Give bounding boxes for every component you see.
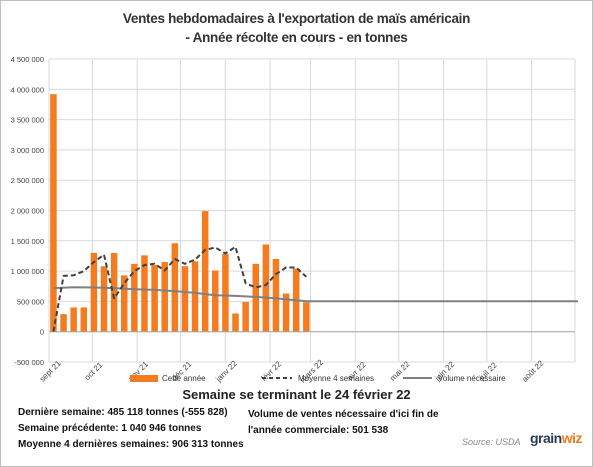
bar	[201, 211, 209, 332]
y-tick-label: 1 500 000	[11, 237, 44, 246]
bar	[191, 261, 199, 332]
y-tick-label: -500 000	[14, 358, 44, 367]
bar	[70, 307, 77, 332]
bar	[212, 270, 219, 332]
y-tick-label: 0	[40, 328, 44, 337]
stat-4-week-average: Moyenne 4 dernières semaines: 906 313 to…	[18, 439, 244, 450]
stat-volume-needed-line1: Volume de ventes nécessaire d'ici fin de	[248, 409, 439, 420]
bar	[121, 275, 128, 332]
bar	[242, 302, 249, 332]
bar	[282, 293, 290, 332]
stat-previous-week: Semaine précédente: 1 040 946 tonnes	[18, 423, 202, 434]
legend-label-moyenne-4-semaines: Moyenne 4 semaines	[298, 374, 374, 383]
series-line-volume-necessaire	[53, 286, 578, 303]
y-tick-label: 3 000 000	[11, 146, 44, 155]
bar	[60, 314, 67, 332]
legend-label-volume-necessaire: Volume nécessaire	[438, 374, 506, 383]
chart-svg: -500 000 0 500 000 1 000 000 1 500 000 2 000 …	[11, 55, 578, 385]
y-tick-label: 2 000 000	[11, 207, 44, 216]
y-tick-label: 2 500 000	[11, 176, 44, 185]
stat-last-week: Dernière semaine: 485 118 tonnes (-555 8…	[18, 407, 228, 418]
x-tick-label: mai 22	[388, 359, 412, 383]
bar	[181, 266, 189, 332]
bar	[141, 255, 148, 332]
legend-swatch-cette-annee	[130, 375, 158, 382]
x-tick-label: oct 21	[83, 360, 105, 382]
bar	[80, 307, 88, 332]
bar	[131, 263, 138, 332]
bar	[50, 94, 57, 332]
bar	[232, 313, 239, 332]
y-tick-label: 3 500 000	[11, 116, 44, 125]
bar	[262, 244, 270, 332]
y-tick-label: 1 000 000	[11, 267, 44, 276]
chart-title-line1: Ventes hebdomadaires à l'exportation de …	[122, 11, 471, 26]
y-tick-label: 4 500 000	[11, 55, 44, 64]
bar	[171, 243, 179, 332]
chart-subtitle: Semaine se terminant le 24 février 22	[182, 387, 411, 402]
bar	[151, 265, 158, 332]
bar	[303, 302, 310, 332]
y-tick-label: 500 000	[17, 297, 44, 306]
x-tick-label: févr 22	[259, 359, 283, 383]
logo-text-wiz: wiz	[561, 430, 583, 446]
stat-volume-needed-line2: l'année commerciale: 501 538	[248, 425, 389, 436]
grainwiz-logo: grainwiz	[530, 430, 583, 446]
bar	[110, 252, 118, 332]
logo-text-grain: grain	[530, 430, 562, 446]
bar	[90, 252, 98, 332]
legend-label-cette-annee: Cette année	[162, 374, 206, 383]
bar	[222, 254, 229, 332]
source-note: Source: USDA	[462, 437, 521, 447]
bar	[272, 258, 280, 332]
bar	[161, 262, 168, 332]
y-tick-label: 4 000 000	[11, 85, 44, 94]
bar	[100, 266, 108, 332]
chart-title-line2: - Année récolte en cours - en tonnes	[185, 30, 408, 45]
